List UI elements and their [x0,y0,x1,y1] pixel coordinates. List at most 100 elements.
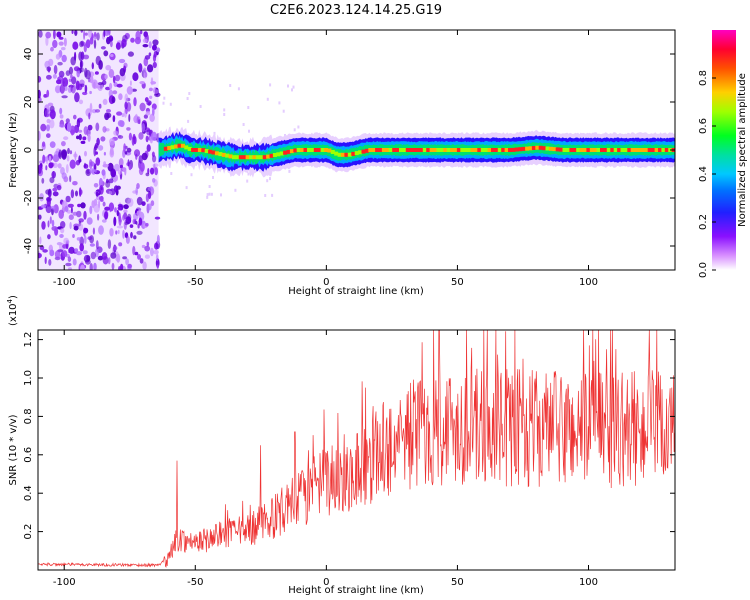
ridge-cell [211,150,216,155]
noise-blob [101,219,107,223]
snr-y-ticks: 0.2 0.4 0.6 0.8 1.0 1.2 [23,332,675,540]
noise-blob [52,187,58,192]
noise-blob [133,97,137,107]
noise-blob [63,37,67,47]
ridge-cell [603,148,608,152]
noise-blob [135,186,138,196]
ridge-cell [194,148,199,152]
noise-blob [84,235,87,244]
ridge-cell [412,148,417,152]
noise-blob [45,155,49,165]
noise-blob [130,231,133,239]
noise-blob [86,255,91,262]
noise-blob [111,169,117,178]
ridge-cell [473,148,478,152]
noise-blob [95,157,101,166]
colorbar-tick-label: 0.6 [698,118,709,134]
ridge-cell [242,155,247,160]
noise-blob [89,168,95,174]
y-tick-label: 0.6 [23,447,34,463]
noise-speckle [223,113,226,116]
noise-blob [110,40,113,48]
snr-x-ticks: -100 -50 0 50 100 [53,330,598,588]
noise-blob [68,78,72,83]
noise-blob [66,155,70,162]
noise-blob [154,167,158,176]
noise-blob [110,252,117,259]
noise-blob [109,82,113,90]
noise-blob [102,201,106,207]
noise-blob [44,256,47,265]
noise-speckle [293,128,296,132]
noise-blob [64,85,68,91]
noise-blob [74,92,80,103]
ridge-cell [303,148,308,152]
noise-blob [61,95,68,99]
ridge-cell [623,148,628,152]
noise-blob [124,101,128,110]
noise-blob [67,147,70,155]
ridge-cell [538,145,543,150]
noise-blob [47,234,51,240]
noise-blob [141,244,146,249]
noise-blob [93,33,98,40]
noise-blob [74,30,78,36]
noise-speckle [223,108,226,112]
noise-blob [59,234,64,238]
ridge-cell [324,148,328,152]
noise-blob [146,241,150,247]
noise-blob [133,235,137,240]
noise-blob [94,71,99,75]
ridge-cell [317,148,322,152]
noise-blob [89,205,93,215]
noise-blob [147,203,152,211]
noise-blob [122,214,126,221]
ridge-cell [167,146,172,150]
noise-blob [116,209,120,217]
noise-blob [98,177,103,188]
noise-blob [70,74,73,79]
noise-blob [65,195,71,203]
noise-blob [138,217,143,226]
ridge-cell [341,152,345,157]
noise-blob [121,38,127,48]
noise-blob [82,136,87,141]
ridge-cell [521,146,526,151]
ridge-cell [214,151,219,156]
noise-blob [79,243,84,252]
noise-speckle [206,195,209,199]
noise-speckle [297,125,300,129]
noise-blob [89,102,93,113]
noise-blob [73,153,78,158]
noise-blob [151,151,155,158]
noise-speckle [208,192,211,196]
noise-blob [116,111,123,116]
noise-blob [109,227,114,237]
noise-blob [133,149,141,157]
noise-blob [61,150,67,160]
noise-blob [142,44,149,48]
noise-blob [137,254,141,260]
noise-blob [45,165,48,171]
noise-blob [117,203,123,207]
ridge-cell [381,148,386,152]
noise-blob [83,54,90,60]
noise-blob [127,51,134,57]
noise-blob [45,189,51,195]
ridge-cell [405,148,410,152]
noise-blob [112,90,118,95]
noise-blob [103,151,106,156]
noise-blob [49,216,52,225]
ridge-cell [433,148,437,152]
ridge-cell [518,147,523,152]
ridge-cell [191,148,196,152]
noise-blob [106,112,112,119]
ridge-cell [600,148,604,152]
noise-blob [156,234,160,245]
ridge-cell [187,146,192,151]
noise-blob [41,221,46,230]
noise-region [38,30,300,270]
noise-speckle [206,193,209,197]
noise-blob [69,221,72,230]
noise-speckle [266,97,269,101]
